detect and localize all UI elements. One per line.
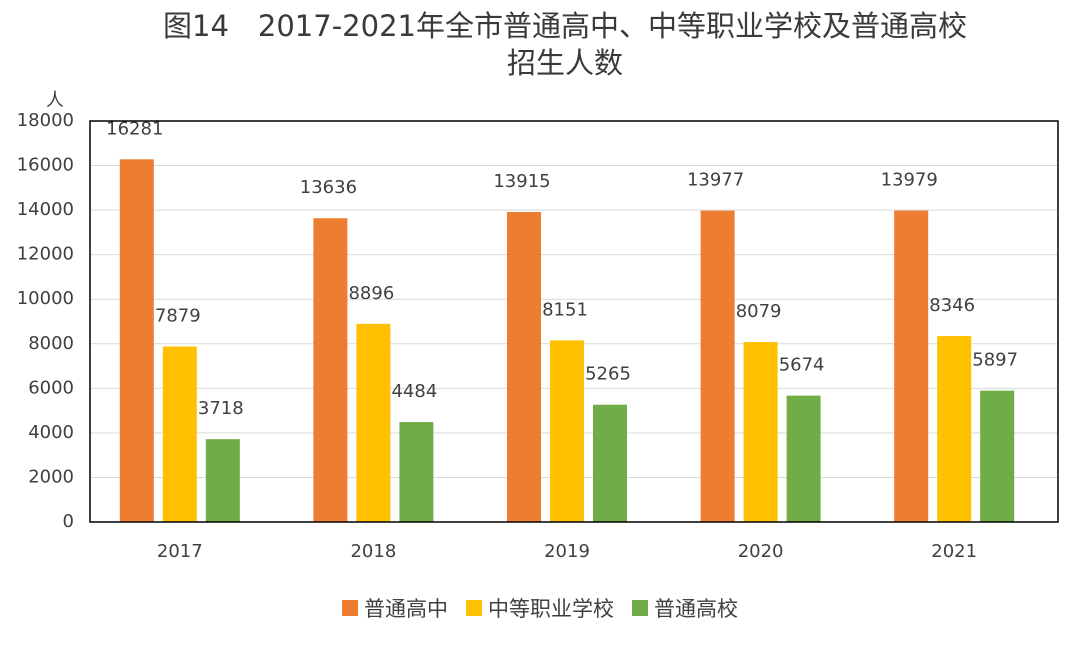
- value-label: 5265: [585, 364, 631, 385]
- plot-frame: [89, 120, 1059, 523]
- legend-swatch: [466, 600, 482, 616]
- value-label: 5897: [972, 350, 1018, 371]
- value-label: 8151: [542, 299, 588, 320]
- chart-title: 图14 2017-2021年全市普通高中、中等职业学校及普通高校: [163, 9, 967, 43]
- legend-label: 中等职业学校: [488, 597, 614, 621]
- value-label: 8896: [348, 283, 394, 304]
- x-tick-label: 2017: [157, 541, 203, 562]
- y-tick-label: 10000: [17, 288, 74, 309]
- legend-swatch: [342, 600, 358, 616]
- value-label: 5674: [779, 355, 825, 376]
- value-label: 16281: [106, 118, 163, 139]
- x-tick-label: 2021: [931, 541, 977, 562]
- bar: [356, 323, 391, 522]
- y-tick-label: 18000: [17, 110, 74, 131]
- bar: [399, 422, 434, 522]
- bar: [980, 390, 1015, 522]
- y-tick-label: 8000: [28, 333, 74, 354]
- y-tick-label: 2000: [28, 466, 74, 487]
- x-tick-label: 2019: [544, 541, 590, 562]
- x-tick-label: 2018: [350, 541, 396, 562]
- value-label: 3718: [198, 398, 244, 419]
- value-label: 7879: [155, 305, 201, 326]
- bar: [743, 342, 778, 522]
- legend-label: 普通高中: [364, 597, 448, 621]
- bar: [786, 395, 821, 522]
- legend-label: 普通高校: [654, 597, 738, 621]
- value-label: 8079: [736, 301, 782, 322]
- value-label: 13977: [687, 170, 744, 191]
- y-axis-label: 人: [46, 90, 64, 111]
- value-label: 8346: [929, 295, 975, 316]
- value-label: 13915: [493, 171, 550, 192]
- bar: [119, 159, 154, 522]
- y-tick-label: 6000: [28, 377, 74, 398]
- value-label: 4484: [391, 381, 437, 402]
- y-tick-label: 16000: [17, 155, 74, 176]
- bar: [550, 340, 584, 522]
- value-label: 13979: [881, 170, 938, 191]
- y-tick-label: 0: [63, 511, 74, 532]
- bar: [507, 212, 541, 523]
- y-tick-label: 14000: [17, 199, 74, 220]
- y-tick-label: 4000: [28, 422, 74, 443]
- chart-title: 招生人数: [507, 46, 623, 80]
- bar: [937, 336, 972, 522]
- bar: [700, 210, 735, 522]
- value-label: 13636: [300, 177, 357, 198]
- x-tick-label: 2020: [738, 541, 784, 562]
- y-tick-label: 12000: [17, 244, 74, 265]
- bar: [313, 218, 348, 522]
- bar: [205, 439, 240, 522]
- bar: [162, 346, 197, 522]
- bar: [894, 210, 929, 522]
- legend-swatch: [632, 600, 648, 616]
- bar: [593, 404, 627, 522]
